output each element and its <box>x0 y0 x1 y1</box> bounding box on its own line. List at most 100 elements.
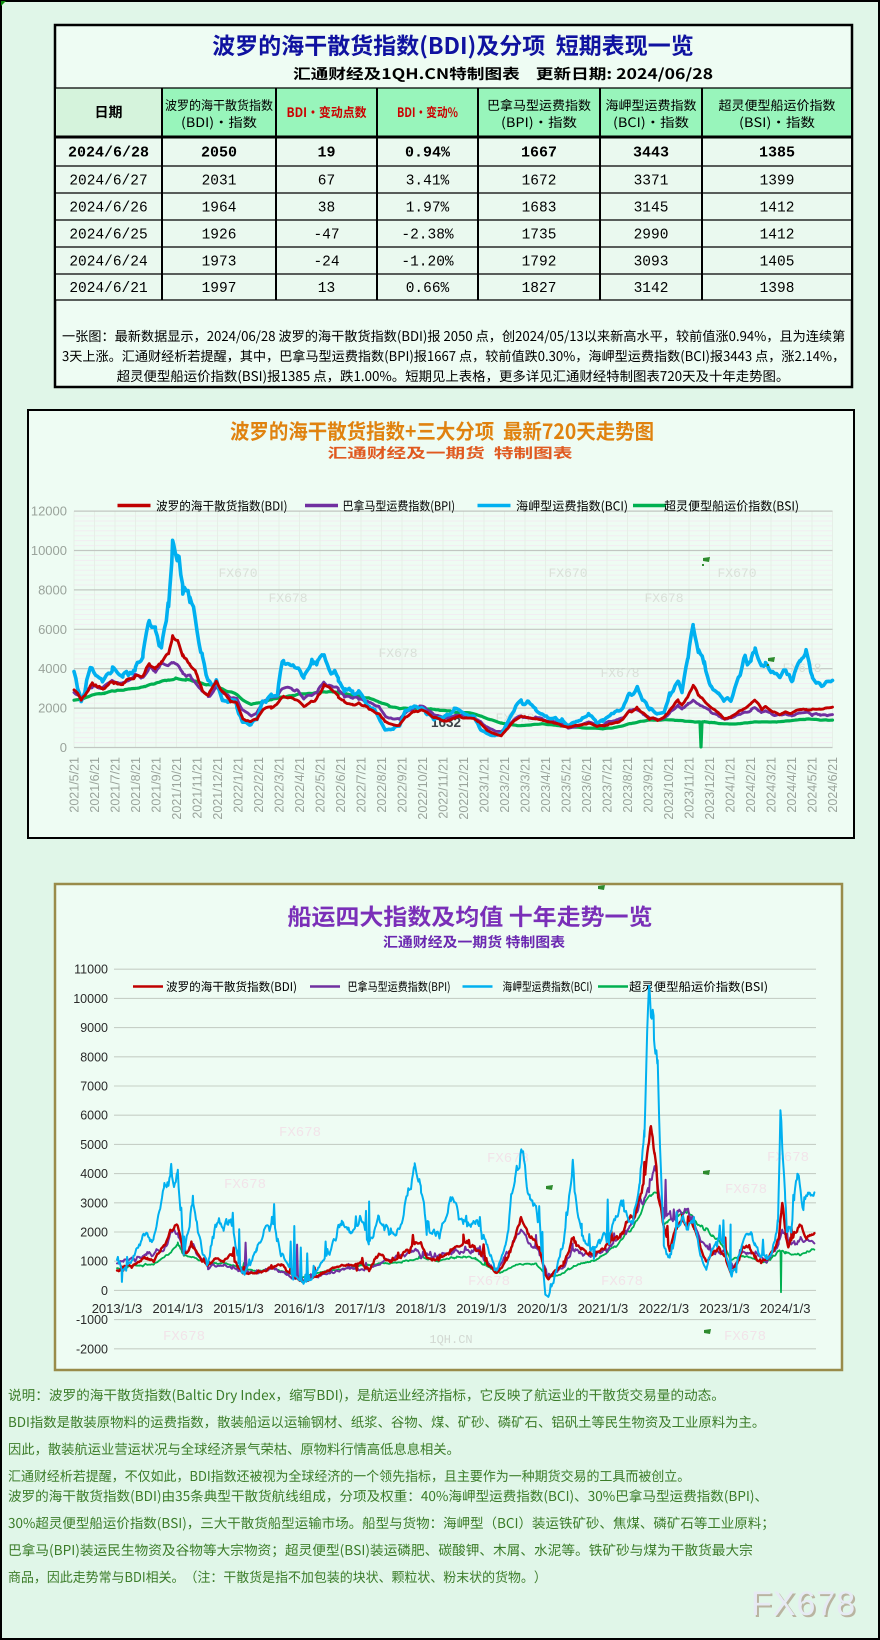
svg-text:2024/5/21: 2024/5/21 <box>806 757 820 813</box>
svg-text:1827: 1827 <box>522 281 557 297</box>
svg-text:-1000: -1000 <box>76 1313 108 1327</box>
svg-text:2021/8/21: 2021/8/21 <box>129 757 143 813</box>
svg-text:2023/4/21: 2023/4/21 <box>539 757 553 813</box>
svg-text:2024/4/21: 2024/4/21 <box>785 757 799 813</box>
svg-text:2024/6/25: 2024/6/25 <box>69 228 147 244</box>
svg-text:2018/1/3: 2018/1/3 <box>395 1301 446 1316</box>
svg-text:FX678: FX678 <box>724 1329 766 1345</box>
svg-text:2000: 2000 <box>38 701 67 716</box>
svg-text:2013/1/3: 2013/1/3 <box>92 1301 143 1316</box>
svg-text:1.97%: 1.97% <box>406 201 450 217</box>
svg-text:2024/6/21: 2024/6/21 <box>69 281 147 297</box>
svg-text:2024/6/21: 2024/6/21 <box>826 757 840 813</box>
svg-text:2023/1/21: 2023/1/21 <box>478 757 492 813</box>
svg-text:8000: 8000 <box>80 1050 108 1064</box>
svg-text:13: 13 <box>318 281 335 297</box>
svg-text:2022/3/21: 2022/3/21 <box>273 757 287 813</box>
svg-text:6000: 6000 <box>80 1109 108 1123</box>
svg-text:67: 67 <box>318 174 335 190</box>
svg-text:2031: 2031 <box>202 174 237 190</box>
svg-text:2023/10/21: 2023/10/21 <box>662 757 676 820</box>
svg-text:1667: 1667 <box>521 145 557 162</box>
svg-text:2023/11/21: 2023/11/21 <box>683 757 697 819</box>
svg-text:-2.38%: -2.38% <box>401 228 454 244</box>
svg-text:5000: 5000 <box>80 1138 108 1152</box>
svg-text:10000: 10000 <box>73 992 108 1006</box>
svg-text:1926: 1926 <box>202 228 237 244</box>
svg-text:2023/7/21: 2023/7/21 <box>601 757 615 813</box>
svg-text:11000: 11000 <box>74 963 108 977</box>
svg-text:2023/5/21: 2023/5/21 <box>560 757 574 813</box>
svg-text:1398: 1398 <box>760 281 795 297</box>
svg-text:8000: 8000 <box>38 582 67 597</box>
svg-text:FX678: FX678 <box>644 591 683 606</box>
svg-text:2022/1/21: 2022/1/21 <box>232 757 246 813</box>
svg-text:FX670: FX670 <box>548 566 587 581</box>
svg-text:2024/6/24: 2024/6/24 <box>69 255 147 271</box>
svg-text:2019/1/3: 2019/1/3 <box>456 1301 507 1316</box>
svg-text:2014/1/3: 2014/1/3 <box>152 1301 203 1316</box>
svg-text:1973: 1973 <box>202 255 237 271</box>
svg-text:4000: 4000 <box>80 1167 108 1181</box>
svg-text:2017/1/3: 2017/1/3 <box>335 1301 386 1316</box>
svg-text:1683: 1683 <box>522 201 557 217</box>
svg-text:2023/12/21: 2023/12/21 <box>703 757 717 820</box>
svg-text:2016/1/3: 2016/1/3 <box>274 1301 325 1316</box>
svg-text:2022/9/21: 2022/9/21 <box>396 757 410 813</box>
svg-text:1405: 1405 <box>760 255 795 271</box>
svg-text:2023/1/3: 2023/1/3 <box>699 1301 750 1316</box>
svg-text:12000: 12000 <box>31 504 67 519</box>
svg-text:2022/5/21: 2022/5/21 <box>314 757 328 813</box>
svg-text:FX678: FX678 <box>378 646 417 661</box>
svg-text:2024/1/21: 2024/1/21 <box>724 757 738 813</box>
svg-text:1385: 1385 <box>759 145 795 162</box>
svg-text:FX678: FX678 <box>163 1329 205 1345</box>
svg-text:2022/10/21: 2022/10/21 <box>416 757 430 820</box>
svg-text:0.66%: 0.66% <box>406 281 450 297</box>
svg-text:0: 0 <box>60 740 67 755</box>
svg-text:1399: 1399 <box>760 174 795 190</box>
svg-text:FX678: FX678 <box>751 1585 856 1623</box>
svg-text:FX678: FX678 <box>224 1177 266 1193</box>
svg-text:2023/9/21: 2023/9/21 <box>642 757 656 813</box>
svg-text:2021/10/21: 2021/10/21 <box>170 757 184 820</box>
svg-text:2024/1/3: 2024/1/3 <box>760 1301 811 1316</box>
svg-text:2024/3/21: 2024/3/21 <box>765 757 779 813</box>
svg-text:1964: 1964 <box>202 201 237 217</box>
svg-text:2021/5/21: 2021/5/21 <box>68 757 82 813</box>
svg-text:9000: 9000 <box>80 1021 108 1035</box>
svg-text:6000: 6000 <box>38 622 67 637</box>
svg-text:2021/11/21: 2021/11/21 <box>191 757 205 819</box>
svg-text:3371: 3371 <box>634 174 669 190</box>
svg-text:19: 19 <box>317 145 335 162</box>
svg-text:2015/1/3: 2015/1/3 <box>213 1301 264 1316</box>
svg-text:3443: 3443 <box>633 145 669 162</box>
svg-text:2023/8/21: 2023/8/21 <box>621 757 635 813</box>
svg-text:FX678: FX678 <box>767 1150 809 1166</box>
svg-text:FX678: FX678 <box>468 1274 510 1290</box>
svg-text:2021/7/21: 2021/7/21 <box>109 757 123 813</box>
svg-text:FX670: FX670 <box>218 566 257 581</box>
svg-text:2022/4/21: 2022/4/21 <box>293 757 307 813</box>
svg-text:2990: 2990 <box>634 228 669 244</box>
svg-text:2050: 2050 <box>201 145 237 162</box>
svg-text:2022/8/21: 2022/8/21 <box>375 757 389 813</box>
svg-text:1QH.CN: 1QH.CN <box>429 1333 472 1347</box>
svg-text:-1.20%: -1.20% <box>401 255 454 271</box>
svg-text:10000: 10000 <box>31 543 67 558</box>
svg-text:2022/2/21: 2022/2/21 <box>252 757 266 813</box>
svg-text:38: 38 <box>318 201 335 217</box>
svg-text:2000: 2000 <box>80 1226 108 1240</box>
svg-text:FX678: FX678 <box>601 1274 643 1290</box>
svg-text:2022/7/21: 2022/7/21 <box>355 757 369 813</box>
svg-text:3000: 3000 <box>80 1196 108 1210</box>
svg-text:1412: 1412 <box>760 228 795 244</box>
svg-text:2022/11/21: 2022/11/21 <box>437 757 451 819</box>
svg-text:7000: 7000 <box>80 1080 108 1094</box>
svg-text:FX678: FX678 <box>725 1182 767 1198</box>
svg-text:2021/6/21: 2021/6/21 <box>88 757 102 813</box>
svg-text:FX678: FX678 <box>279 1125 321 1141</box>
svg-text:3.41%: 3.41% <box>406 174 450 190</box>
svg-text:1412: 1412 <box>760 201 795 217</box>
svg-text:2023/2/21: 2023/2/21 <box>498 757 512 813</box>
